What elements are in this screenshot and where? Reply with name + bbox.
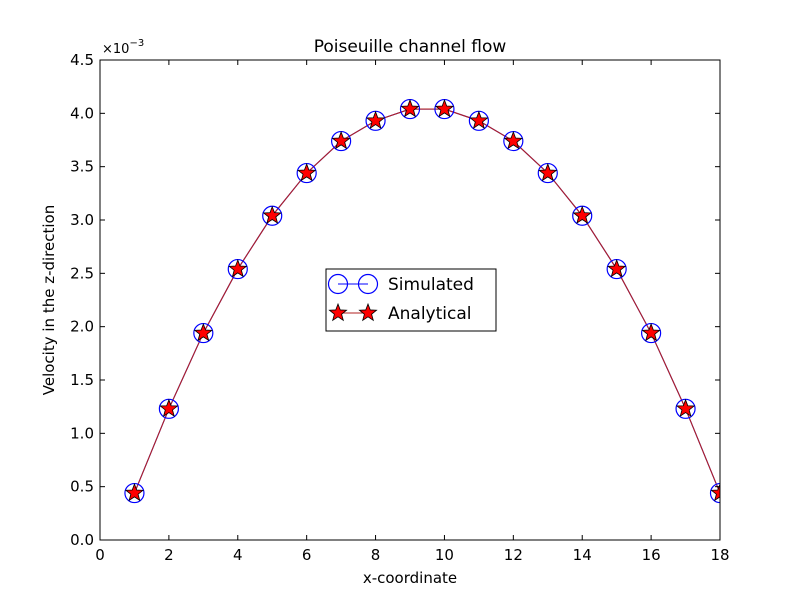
x-tick-label: 14 — [573, 546, 592, 564]
x-tick-label: 16 — [642, 546, 661, 564]
legend: Simulated Analytical — [325, 268, 497, 332]
y-tick-label: 2.0 — [70, 318, 94, 336]
y-tick-label: 4.5 — [70, 51, 94, 69]
data-point-analytical-12 — [503, 130, 523, 150]
data-point-analytical-14 — [572, 205, 592, 224]
x-tick-label: 0 — [95, 546, 105, 564]
x-axis-label: x-coordinate — [363, 569, 457, 587]
data-point-analytical-7 — [331, 130, 351, 150]
chart-title: Poiseuille channel flow — [314, 37, 507, 57]
x-tick-label: 2 — [164, 546, 174, 564]
data-point-analytical-9 — [400, 98, 420, 118]
y-axis-label: Velocity in the z-direction — [40, 205, 58, 395]
x-tick-label: 8 — [371, 546, 381, 564]
data-point-analytical-13 — [538, 162, 558, 182]
plot-area — [124, 98, 720, 504]
y-tick-label: 3.0 — [70, 211, 94, 229]
data-point-analytical-15 — [607, 258, 627, 278]
data-point-analytical-17 — [675, 398, 696, 417]
data-point-analytical-5 — [262, 205, 282, 224]
y-tick-label: 4.0 — [70, 104, 94, 122]
x-tick-label: 4 — [233, 546, 243, 564]
data-point-analytical-1 — [124, 482, 145, 502]
data-point-analytical-11 — [469, 110, 489, 129]
data-point-analytical-10 — [434, 98, 455, 118]
y-tick-label: 2.5 — [70, 264, 94, 282]
axes-frame — [99, 59, 721, 541]
legend-box — [325, 268, 497, 332]
y-scale-base: ×10 — [102, 42, 129, 57]
legend-marker-simulated — [357, 273, 379, 295]
data-point-analytical-6 — [297, 162, 317, 182]
data-point-simulated-18 — [709, 482, 720, 504]
legend-marker-analytical — [358, 302, 378, 322]
legend-label-analytical: Analytical — [388, 304, 471, 324]
x-tick-label: 12 — [504, 546, 523, 564]
legend-marker-simulated — [327, 273, 349, 295]
y-scale-exponent: −3 — [129, 38, 144, 49]
y-tick-label: 0.5 — [70, 478, 94, 496]
legend-label-simulated: Simulated — [388, 275, 474, 295]
y-tick-label: 1.5 — [70, 371, 94, 389]
series-line-analytical — [133, 108, 720, 494]
x-tick-label: 18 — [710, 546, 729, 564]
axes: 0 2 4 6 8 10 12 14 16 18 0.0 0.5 1.0 1.5 2.0 2.5 3.0 3.5 4… — [70, 51, 729, 564]
y-tick-label: 3.5 — [70, 158, 94, 176]
legend-marker-analytical — [328, 302, 348, 322]
data-point-analytical-18 — [710, 482, 720, 502]
y-tick-label: 1.0 — [70, 424, 94, 442]
plot-series-group — [124, 98, 720, 504]
data-point-analytical-3 — [193, 322, 213, 342]
x-tick-label: 6 — [302, 546, 312, 564]
data-point-analytical-4 — [228, 258, 248, 278]
y-scale-multiplier: ×10−3 — [102, 38, 144, 57]
data-point-analytical-16 — [641, 322, 661, 342]
y-tick-label: 0.0 — [70, 531, 94, 549]
x-tick-label: 10 — [435, 546, 454, 564]
data-point-analytical-2 — [159, 398, 179, 417]
data-point-analytical-8 — [365, 110, 386, 129]
